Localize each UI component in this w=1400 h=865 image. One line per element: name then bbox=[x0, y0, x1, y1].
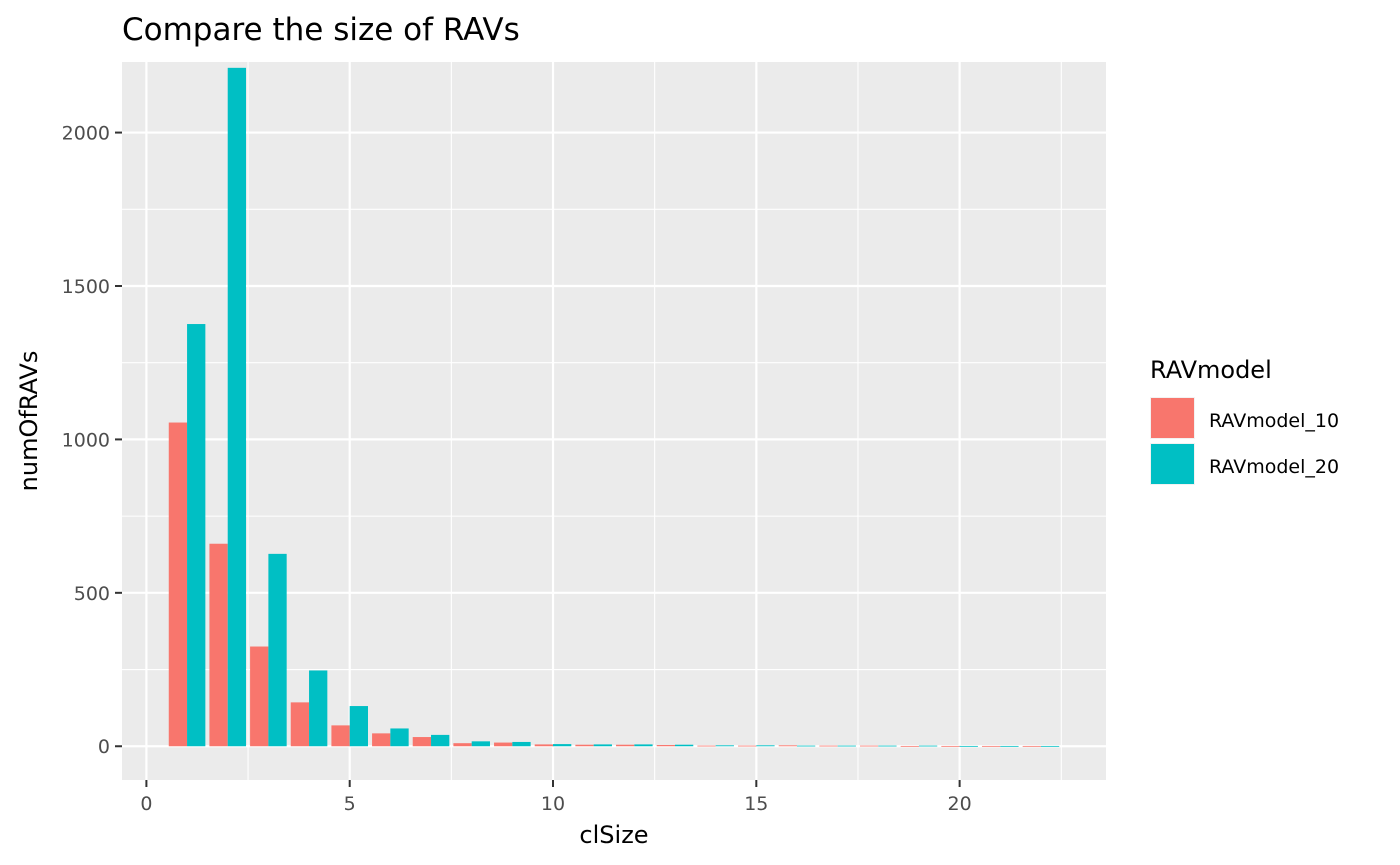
bar-RAVmodel_10-19 bbox=[900, 745, 919, 747]
x-axis-title: clSize bbox=[579, 821, 648, 849]
bar-RAVmodel_10-2 bbox=[209, 543, 228, 747]
grid-minor bbox=[122, 62, 1106, 780]
y-tick-label: 2000 bbox=[62, 123, 110, 145]
bar-RAVmodel_10-3 bbox=[250, 646, 269, 747]
legend-label-RAVmodel_20: RAVmodel_20 bbox=[1209, 456, 1339, 478]
bar-RAVmodel_20-2 bbox=[227, 67, 247, 747]
legend: RAVmodel RAVmodel_10 RAVmodel_20 bbox=[1150, 356, 1339, 485]
y-tick-label: 500 bbox=[74, 583, 110, 605]
bar-RAVmodel_10-5 bbox=[331, 725, 350, 747]
bar-RAVmodel_10-13 bbox=[656, 745, 675, 747]
bar-RAVmodel_10-12 bbox=[616, 744, 635, 747]
bar-RAVmodel_20-17 bbox=[837, 745, 856, 747]
bar-RAVmodel_10-17 bbox=[819, 745, 838, 747]
bar-RAVmodel_20-21 bbox=[1000, 745, 1019, 747]
bar-RAVmodel_20-9 bbox=[512, 741, 531, 747]
bar-RAVmodel_20-22 bbox=[1040, 745, 1060, 747]
bar-RAVmodel_20-20 bbox=[959, 745, 978, 747]
bar-RAVmodel_10-21 bbox=[981, 745, 1001, 747]
bar-RAVmodel_20-1 bbox=[187, 324, 206, 747]
bar-RAVmodel_10-9 bbox=[494, 742, 513, 747]
y-tick-label: 1000 bbox=[62, 429, 110, 451]
bar-RAVmodel_20-16 bbox=[796, 745, 816, 747]
legend-swatch-RAVmodel_10 bbox=[1151, 398, 1194, 438]
bar-RAVmodel_20-18 bbox=[878, 745, 897, 747]
bar-RAVmodel_10-15 bbox=[738, 745, 757, 747]
bar-RAVmodel_10-20 bbox=[941, 745, 960, 747]
bar-RAVmodel_20-5 bbox=[349, 706, 368, 747]
x-tick-label: 15 bbox=[744, 793, 768, 815]
legend-label-RAVmodel_10: RAVmodel_10 bbox=[1209, 410, 1339, 432]
chart-title: Compare the size of RAVs bbox=[122, 12, 520, 48]
bar-RAVmodel_20-14 bbox=[715, 745, 734, 747]
bar-RAVmodel_20-3 bbox=[268, 553, 287, 747]
bar-RAVmodel_10-1 bbox=[168, 422, 188, 747]
bar-RAVmodel_20-8 bbox=[471, 741, 490, 747]
bar-RAVmodel_10-7 bbox=[412, 737, 432, 747]
x-tick-label: 0 bbox=[140, 793, 152, 815]
bar-RAVmodel_20-12 bbox=[634, 744, 653, 747]
legend-title: RAVmodel bbox=[1150, 356, 1272, 384]
bar-RAVmodel_10-14 bbox=[697, 745, 716, 747]
bar-RAVmodel_20-6 bbox=[390, 728, 409, 747]
bar-RAVmodel_10-8 bbox=[453, 743, 472, 747]
bar-RAVmodel_20-19 bbox=[918, 745, 938, 747]
bar-RAVmodel_20-7 bbox=[431, 734, 450, 747]
bar-RAVmodel_20-15 bbox=[756, 745, 775, 747]
bar-RAVmodel_10-11 bbox=[575, 744, 594, 747]
x-tick-label: 5 bbox=[344, 793, 356, 815]
bar-RAVmodel_10-16 bbox=[778, 745, 797, 747]
x-tick-label: 20 bbox=[948, 793, 972, 815]
y-axis-ticks: 0 500 1000 1500 2000 bbox=[62, 123, 122, 758]
y-tick-label: 1500 bbox=[62, 276, 110, 298]
bar-RAVmodel_20-4 bbox=[309, 670, 328, 747]
bar-RAVmodel_20-13 bbox=[674, 744, 694, 747]
bar-RAVmodel_10-22 bbox=[1022, 745, 1041, 747]
bars bbox=[168, 67, 1060, 747]
bar-RAVmodel_10-4 bbox=[290, 702, 310, 747]
x-tick-label: 10 bbox=[541, 793, 565, 815]
bar-RAVmodel_10-6 bbox=[372, 733, 391, 747]
bar-RAVmodel_20-11 bbox=[593, 744, 612, 747]
bar-RAVmodel_10-10 bbox=[534, 744, 554, 747]
y-axis-title: numOfRAVs bbox=[15, 351, 43, 492]
x-axis-ticks: 0 5 10 15 20 bbox=[140, 780, 972, 815]
y-tick-label: 0 bbox=[98, 736, 110, 758]
bar-RAVmodel_20-10 bbox=[553, 744, 572, 747]
bar-RAVmodel_10-18 bbox=[860, 745, 879, 747]
legend-swatch-RAVmodel_20 bbox=[1151, 444, 1194, 484]
